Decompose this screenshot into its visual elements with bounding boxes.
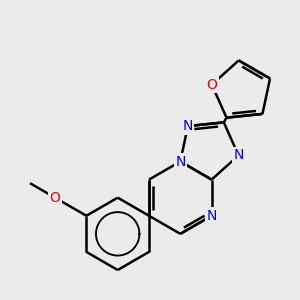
Text: N: N [206,209,217,223]
Text: O: O [50,191,61,205]
Text: N: N [233,148,244,162]
Text: O: O [206,78,217,92]
Text: N: N [175,154,185,169]
Text: N: N [183,119,193,133]
